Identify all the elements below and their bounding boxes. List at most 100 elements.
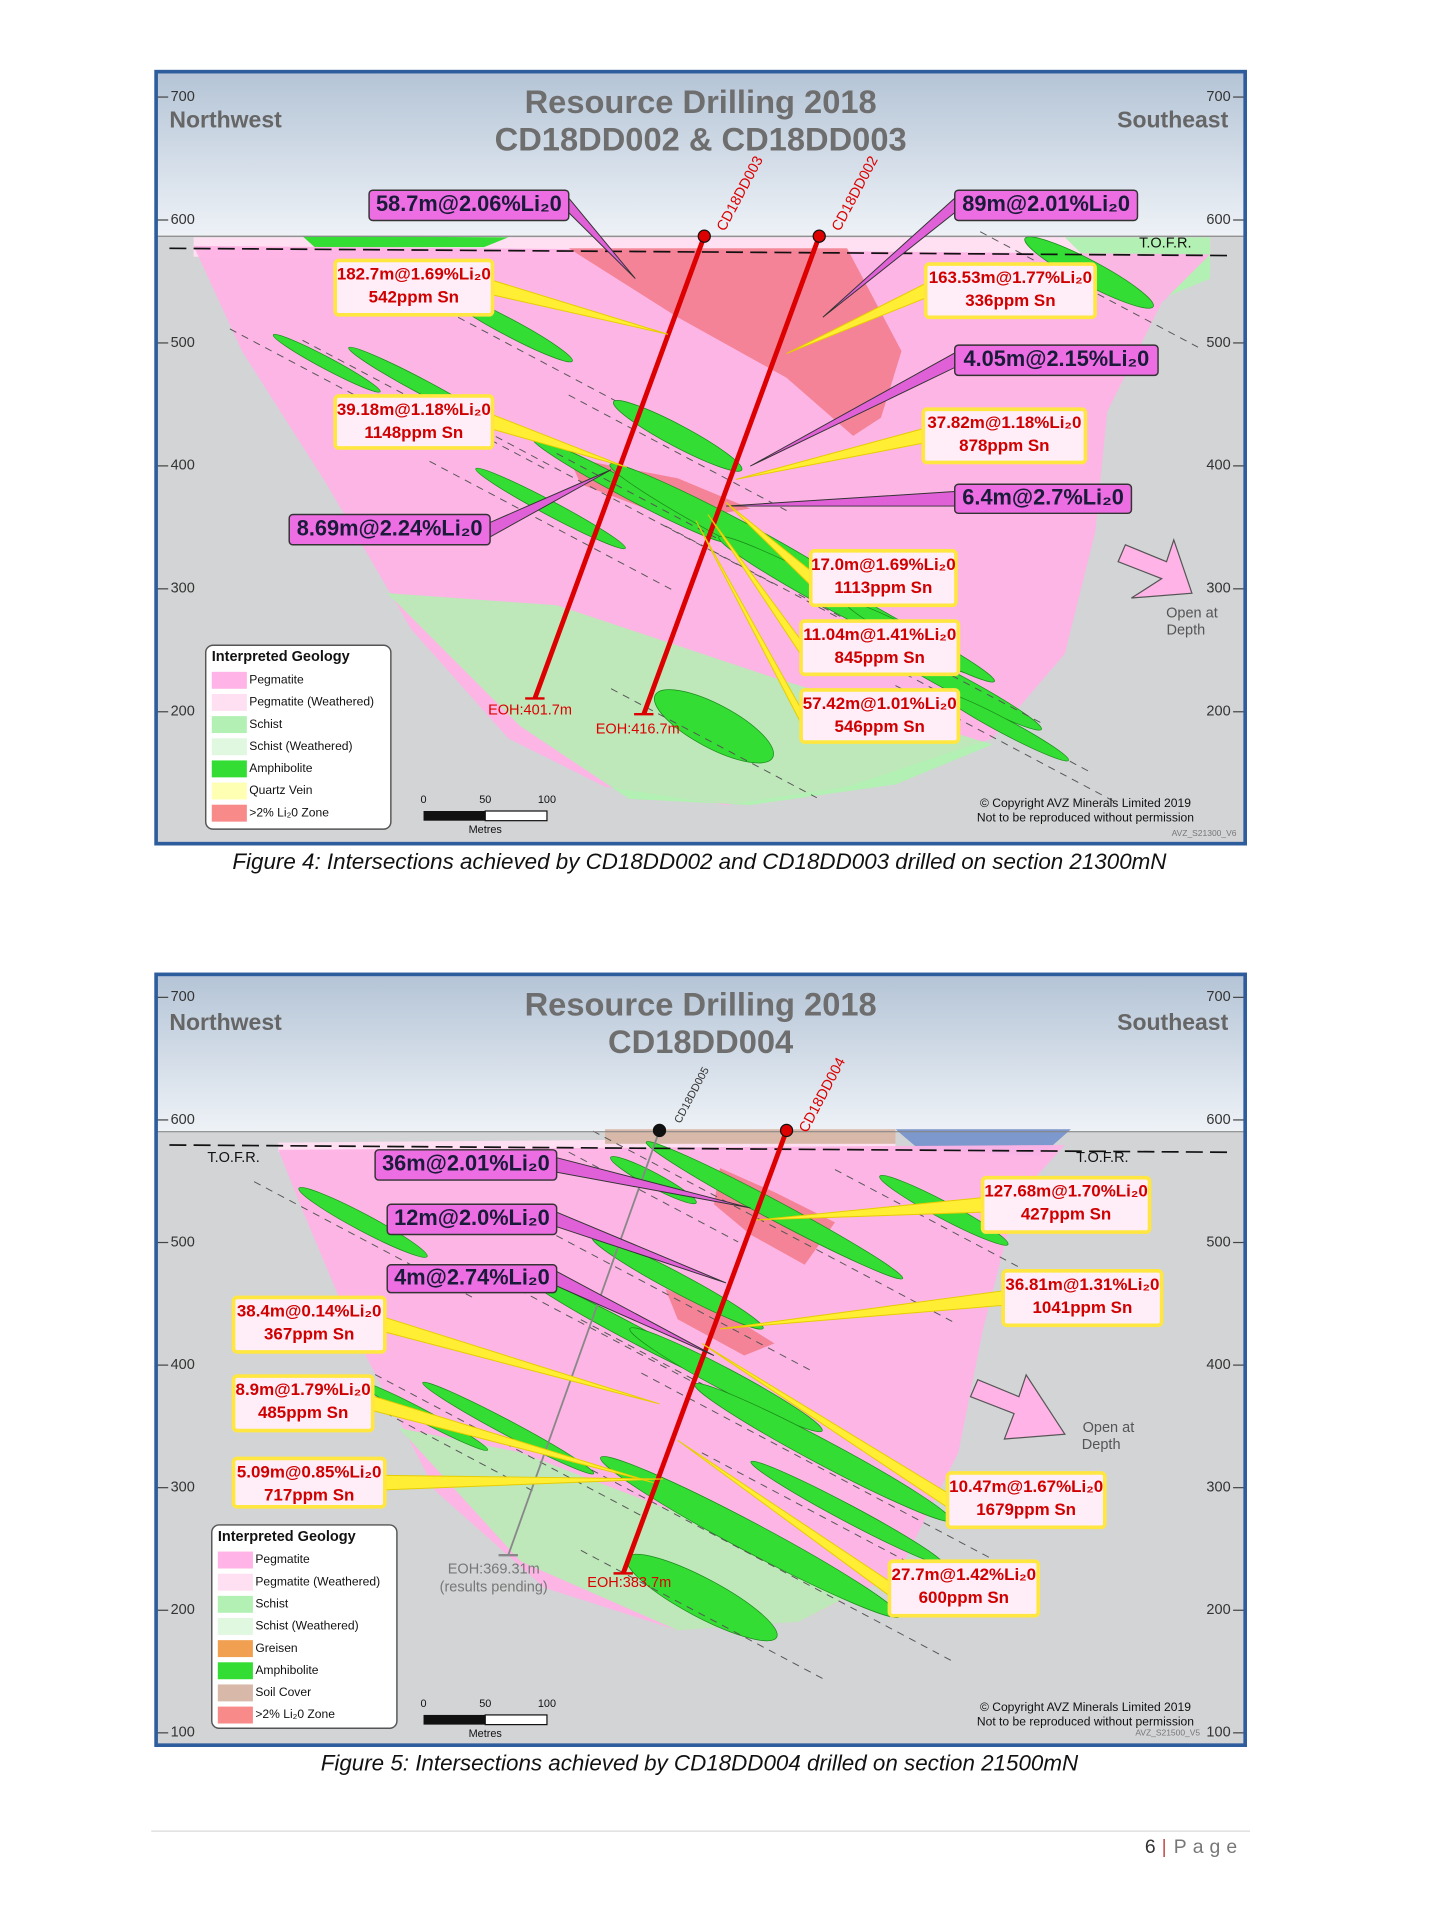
intersection-label: 182.7m@1.69%Li₂0 — [337, 264, 491, 283]
scale-label: 50 — [479, 1698, 491, 1710]
axis-label: 700 — [1206, 89, 1230, 105]
axis-label: 200 — [171, 704, 195, 720]
axis-label: 300 — [171, 1480, 195, 1496]
axis-label: 600 — [1206, 1112, 1230, 1128]
figure-title: CD18DD004 — [608, 1023, 793, 1060]
tofr-label: T.O.F.R. — [207, 1150, 259, 1166]
axis-label: 700 — [171, 989, 195, 1005]
intersection-label: 27.7m@1.42%Li₂0 — [892, 1565, 1037, 1584]
intersection-label: 5.09m@0.85%Li₂0 — [237, 1462, 382, 1481]
intersection-label: 37.82m@1.18%Li₂0 — [927, 413, 1081, 432]
scale-unit: Metres — [469, 824, 503, 836]
legend-swatch — [211, 760, 247, 778]
intersection-label: 427ppm Sn — [1021, 1205, 1111, 1224]
amphibolite-lens — [653, 689, 774, 764]
intersection-box — [808, 549, 958, 608]
intersection-label: 39.18m@1.18%Li₂0 — [337, 400, 491, 419]
tofr-line — [169, 247, 1229, 257]
figure-code: AVZ_S21300_V6 — [1172, 828, 1237, 838]
axis-label: 500 — [171, 335, 195, 351]
copyright: Not to be reproduced without permission — [977, 1714, 1194, 1728]
intersection-label: 485ppm Sn — [258, 1403, 348, 1422]
direction-label: Southeast — [1117, 106, 1228, 132]
contact-dash — [483, 429, 775, 585]
intersection-box — [799, 688, 961, 744]
amphibolite-lens — [272, 334, 381, 393]
contact-dash — [580, 1549, 824, 1680]
axis-label: 600 — [171, 212, 195, 228]
open-arrow — [1117, 538, 1193, 599]
intersection-label: 367ppm Sn — [264, 1324, 354, 1343]
intersection-label: 6.4m@2.7%Li₂0 — [962, 485, 1124, 510]
copyright: © Copyright AVZ Minerals Limited 2019 — [980, 796, 1191, 810]
tofr-label: T.O.F.R. — [1076, 1150, 1128, 1166]
legend-label: Amphibolite — [249, 761, 312, 775]
legend-label: Pegmatite (Weathered) — [255, 1574, 380, 1588]
legend-swatch — [211, 782, 247, 800]
intersection-label: 336ppm Sn — [965, 291, 1055, 310]
direction-label: Northwest — [169, 1009, 282, 1035]
page-separator: | — [1162, 1836, 1167, 1858]
intersection-label: 4.05m@2.15%Li₂0 — [964, 346, 1150, 371]
eoh-label: EOH:416.7m — [596, 722, 680, 738]
intersection-box — [923, 262, 1097, 320]
drill-hole — [532, 235, 707, 700]
scale-unit: Metres — [469, 1728, 503, 1740]
intersection-box — [333, 394, 495, 450]
intersection-label: 1148ppm Sn — [364, 423, 463, 442]
legend-label: Schist (Weathered) — [255, 1619, 358, 1633]
intersection-box — [288, 513, 491, 546]
legend-label: >2% Li₂0 Zone — [255, 1707, 335, 1721]
intersection-box — [980, 1175, 1152, 1234]
intersection-label: 8.9m@1.79%Li₂0 — [236, 1380, 371, 1399]
axis-label: 400 — [1206, 1357, 1230, 1373]
intersection-label: 8.69m@2.24%Li₂0 — [297, 515, 483, 540]
axis-label: 400 — [1206, 458, 1230, 474]
axis-label: 600 — [171, 1112, 195, 1128]
intersection-label: 36m@2.01%Li₂0 — [382, 1151, 550, 1176]
axis-label: 300 — [1206, 581, 1230, 597]
page-number: 6 — [1145, 1836, 1156, 1858]
amphibolite-lens — [475, 467, 626, 550]
scale-white — [484, 1714, 548, 1726]
legend-label: >2% Li₂0 Zone — [249, 805, 329, 819]
axis-label: 400 — [171, 1357, 195, 1373]
figure-caption: Figure 5: Intersections achieved by CD18… — [321, 1750, 1079, 1775]
intersection-label: 1041ppm Sn — [1033, 1298, 1133, 1317]
copyright: © Copyright AVZ Minerals Limited 2019 — [980, 1700, 1191, 1714]
legend-label: Schist — [249, 717, 283, 731]
collar — [812, 229, 826, 243]
intersection-box — [954, 189, 1139, 222]
scale-label: 50 — [479, 794, 491, 806]
legend-box — [211, 1524, 398, 1729]
legend-swatch — [211, 693, 247, 711]
open-at-depth: Depth — [1082, 1437, 1121, 1453]
contact-dash — [544, 1228, 811, 1371]
tofr-label: T.O.F.R. — [1139, 235, 1191, 251]
drill-hole — [641, 235, 822, 716]
axis-label: 200 — [171, 1602, 195, 1618]
li-zone — [568, 248, 902, 436]
intersection-label: 163.53m@1.77%Li₂0 — [929, 268, 1092, 287]
intersection-box — [231, 1295, 387, 1354]
legend-swatch — [217, 1573, 253, 1591]
intersection-label: 845ppm Sn — [835, 648, 925, 667]
intersection-box — [799, 619, 961, 677]
figure-title: Resource Drilling 2018 — [525, 83, 877, 120]
axis-label: 200 — [1206, 1602, 1230, 1618]
amphibolite-lens — [629, 1327, 823, 1433]
legend-label: Schist — [255, 1597, 289, 1611]
intersection-label: 546ppm Sn — [835, 717, 925, 736]
open-arrow — [969, 1373, 1066, 1440]
intersection-label: 4m@2.74%Li₂0 — [394, 1264, 550, 1289]
intersection-box — [386, 1203, 558, 1236]
scale-label: 100 — [538, 794, 556, 806]
page-label: Page — [1174, 1836, 1243, 1858]
intersection-label: 38.4m@0.14%Li₂0 — [237, 1301, 382, 1320]
scale-label: 0 — [420, 794, 426, 806]
intersection-label: 878ppm Sn — [959, 436, 1049, 455]
intersection-label: 12m@2.0%Li₂0 — [394, 1205, 550, 1230]
figure-code: AVZ_S21500_V5 — [1135, 1727, 1200, 1737]
direction-label: Northwest — [169, 106, 282, 132]
figure-frame — [154, 972, 1247, 1747]
